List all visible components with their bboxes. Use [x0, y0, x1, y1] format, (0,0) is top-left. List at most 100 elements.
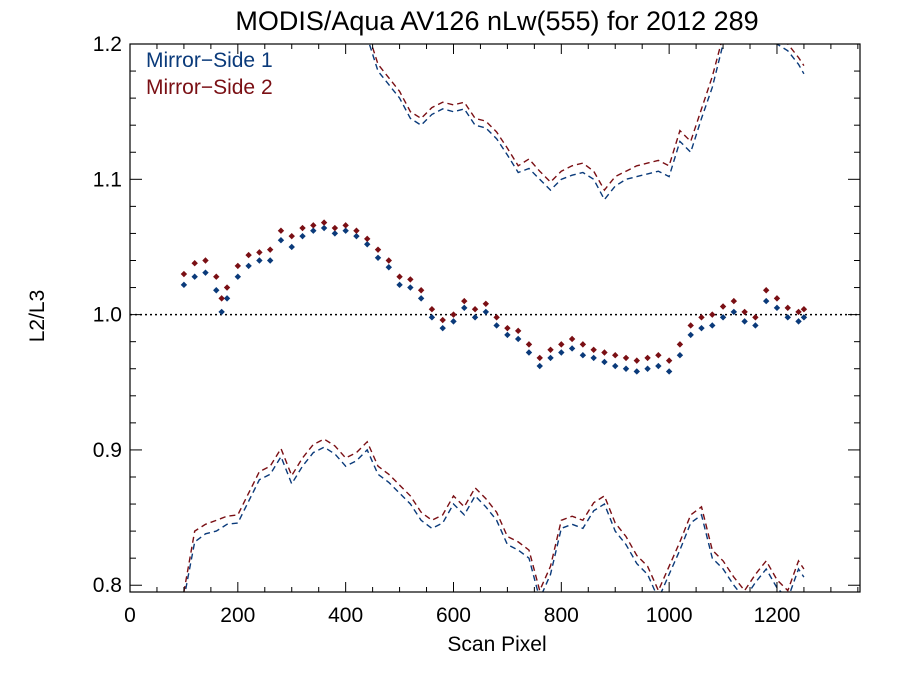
data-point [795, 308, 802, 316]
data-point [687, 322, 694, 329]
data-point [288, 232, 295, 240]
data-point [288, 243, 295, 251]
data-point [579, 352, 587, 359]
data-point [493, 322, 500, 329]
data-point [234, 262, 242, 270]
data-point [730, 297, 738, 305]
data-point [428, 306, 436, 313]
y-tick-label: 1.0 [93, 304, 122, 327]
data-point [299, 224, 306, 232]
data-point [266, 246, 274, 253]
data-point [299, 232, 306, 240]
data-point [493, 314, 500, 321]
x-tick-label: 200 [220, 604, 255, 627]
data-point [342, 222, 349, 229]
data-point [612, 362, 619, 370]
data-point [676, 352, 684, 359]
data-point [665, 368, 673, 375]
data-point [245, 251, 252, 259]
data-point [536, 362, 543, 370]
data-point [320, 224, 328, 232]
y-axis-label: L2/L3 [26, 290, 49, 343]
y-tick-label: 1.1 [93, 168, 122, 191]
data-point [579, 341, 587, 348]
data-point [407, 284, 414, 291]
data-point [320, 219, 328, 226]
data-point [633, 368, 640, 375]
data-point [655, 352, 662, 359]
x-tick-label: 400 [328, 604, 363, 627]
data-point [266, 257, 274, 264]
data-point [730, 308, 738, 316]
data-point [719, 314, 727, 321]
data-point [364, 235, 371, 243]
data-point [256, 257, 263, 264]
data-point [417, 287, 425, 294]
data-point [482, 308, 490, 316]
plot-area: 0 200 400 600 800 1000 1200 0.8 0.9 1.0 1.1 1.2 [93, 33, 861, 627]
data-point [741, 308, 748, 316]
data-point [536, 354, 543, 362]
data-point [752, 314, 759, 321]
data-point [439, 316, 446, 324]
data-point [331, 224, 339, 232]
data-point [310, 227, 317, 234]
data-point [407, 276, 414, 283]
data-point [612, 352, 619, 359]
data-point [277, 227, 285, 234]
envelope-lower-mirror-side-2 [183, 438, 805, 592]
data-point [752, 322, 759, 329]
data-point [504, 331, 511, 339]
data-point [665, 357, 673, 364]
data-point [461, 304, 468, 312]
data-point [784, 314, 791, 321]
data-point [655, 362, 662, 370]
x-tick-label: 800 [544, 604, 579, 627]
data-point [245, 262, 252, 270]
chart-title: MODIS/Aqua AV126 nLw(555) for 2012 289 [235, 6, 758, 36]
data-point [719, 303, 727, 310]
y-tick-label: 0.8 [93, 574, 122, 597]
data-point [698, 324, 705, 332]
data-point [331, 230, 339, 237]
data-point [180, 270, 188, 278]
data-point [471, 314, 479, 321]
data-point [374, 246, 382, 253]
data-point [191, 273, 198, 280]
data-point [277, 236, 285, 244]
data-point [450, 318, 457, 325]
data-point [773, 295, 781, 302]
data-point [310, 222, 317, 229]
data-point [385, 264, 392, 271]
data-point [353, 232, 360, 240]
data-point [471, 306, 479, 313]
data-point [439, 324, 446, 332]
data-point [590, 354, 597, 362]
data-point [396, 281, 403, 289]
data-point [698, 314, 705, 321]
data-point [218, 295, 225, 302]
data-point [461, 297, 468, 305]
x-tick-label: 1200 [754, 604, 801, 627]
data-point [709, 322, 716, 329]
series-mirror-side-2 [180, 219, 808, 364]
plot-interior [130, 44, 860, 592]
legend-entry-mirror-side-2: Mirror−Side 2 [146, 76, 273, 99]
data-point [223, 284, 231, 291]
data-point [234, 273, 242, 280]
data-point [800, 306, 808, 313]
data-point [547, 354, 554, 362]
y-tick-label: 0.9 [93, 439, 122, 462]
data-point [784, 304, 791, 312]
data-point [417, 295, 425, 302]
x-tick-label: 0 [124, 604, 136, 627]
data-point [202, 269, 209, 276]
data-point [180, 281, 188, 289]
data-point [223, 295, 231, 302]
data-point [558, 349, 565, 356]
data-point [644, 365, 651, 372]
data-point [558, 341, 565, 348]
x-tick-label: 1000 [646, 604, 693, 627]
data-point [687, 331, 694, 339]
